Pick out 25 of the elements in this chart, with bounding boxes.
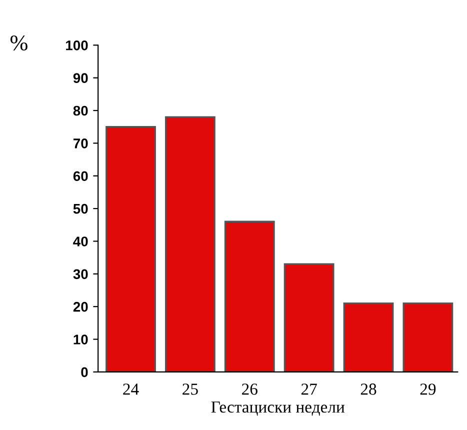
x-tick-label: 27 — [301, 384, 317, 395]
y-tick-label: 80 — [73, 106, 88, 116]
y-tick-label: 100 — [66, 40, 88, 50]
y-tick-label: 40 — [73, 236, 88, 246]
bar — [164, 116, 216, 372]
x-tick-label: 28 — [360, 384, 376, 395]
x-tick-label: 29 — [420, 384, 436, 395]
y-tick-label: 20 — [73, 302, 88, 312]
y-axis-title: % — [10, 35, 28, 51]
x-tick-label: 24 — [123, 384, 139, 395]
y-tick-label: 70 — [74, 138, 88, 148]
x-tick-label: 25 — [182, 384, 198, 395]
bar — [343, 302, 394, 372]
y-tick-label: 50 — [73, 204, 88, 214]
x-axis-title: Гестациски недели — [211, 402, 345, 416]
bar — [106, 126, 156, 372]
y-tick-label: 60 — [73, 171, 88, 182]
y-tick-label: 30 — [73, 269, 88, 280]
bar — [402, 302, 454, 372]
bar — [224, 220, 275, 372]
y-tick-label: 10 — [74, 334, 88, 344]
x-tick-label: 26 — [242, 384, 258, 395]
y-tick-label: 90 — [73, 73, 88, 83]
y-tick-label: 0 — [81, 367, 88, 378]
bar — [284, 263, 334, 372]
